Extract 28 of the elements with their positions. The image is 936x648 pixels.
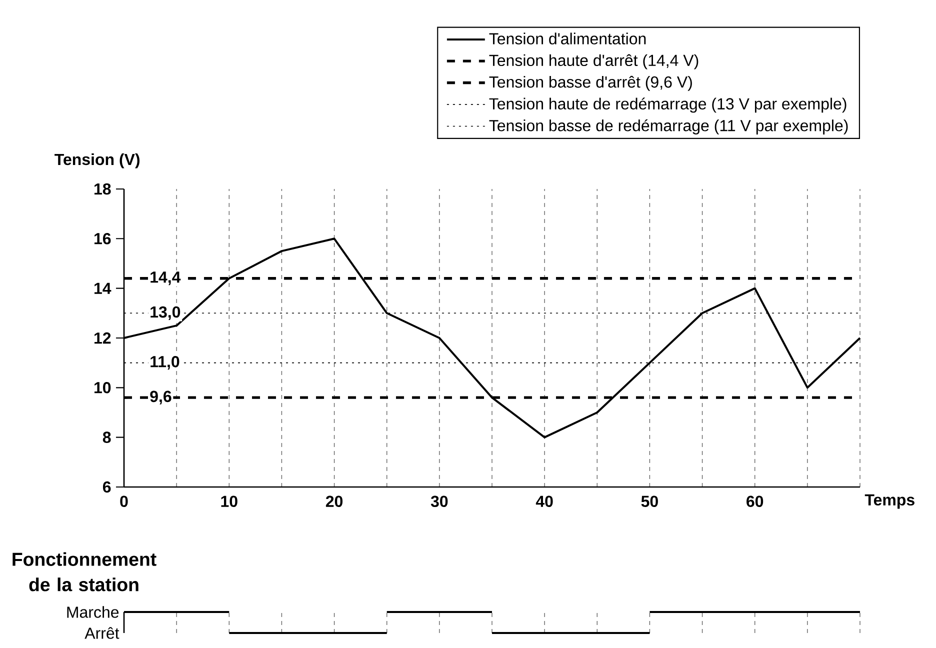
x-tick-label: 50	[641, 496, 658, 508]
y-tick-label: 10	[94, 382, 111, 394]
text: Marche	[67, 606, 119, 618]
x-tick-label: 0	[120, 496, 128, 508]
y-axis-title: Tension (V)	[54, 153, 140, 168]
annotation: 9,6	[150, 390, 172, 404]
text: Arrêt	[84, 627, 120, 639]
x-tick-label: 10	[221, 496, 238, 508]
x-tick-label: 60	[746, 496, 764, 508]
legend-label: Tension basse de redémarrage (11 V par exemple)	[489, 119, 848, 134]
y-tick-label: 16	[94, 232, 111, 244]
x-axis-title: Temps	[864, 494, 914, 509]
y-tick-label: 12	[94, 332, 111, 344]
x-tick-label: 20	[326, 496, 343, 508]
legend-label: Tension haute d'arrêt (14,4 V)	[489, 54, 698, 70]
legend-label: Tension d'alimentation	[489, 32, 646, 44]
annotation: 14,4	[150, 272, 181, 286]
annotation: 11,0	[150, 356, 180, 370]
y-tick-label: 6	[102, 481, 111, 493]
y-tick-label: 8	[102, 432, 111, 443]
y-tick-label: 18	[94, 183, 111, 195]
x-tick-label: 30	[430, 496, 448, 508]
y-axis-title: Fonctionnement de la station	[12, 552, 156, 592]
legend-label: Tension basse d'arrêt (9,6 V)	[489, 76, 692, 91]
legend-label: Tension haute de redémarrage (13 V par exemple)	[489, 98, 846, 113]
x-tick-label: 40	[536, 496, 553, 508]
y-tick-label: 14	[94, 282, 112, 294]
annotation: 13,0	[150, 306, 180, 320]
